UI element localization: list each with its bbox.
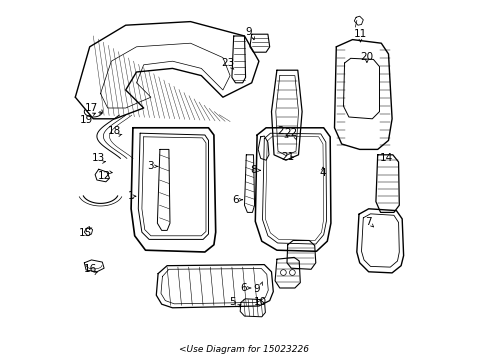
Text: 20: 20: [360, 52, 373, 62]
Text: 3: 3: [147, 161, 154, 171]
Text: 17: 17: [85, 103, 98, 113]
Text: 10: 10: [254, 297, 267, 307]
Text: 8: 8: [249, 165, 256, 175]
Text: 2: 2: [277, 126, 283, 136]
Text: 12: 12: [97, 171, 110, 181]
Text: 9: 9: [245, 27, 252, 37]
Text: 13: 13: [91, 153, 104, 163]
Text: 1: 1: [127, 191, 134, 201]
Text: 6: 6: [240, 283, 246, 293]
Text: 22: 22: [284, 128, 297, 138]
Text: 7: 7: [365, 217, 371, 227]
Text: 11: 11: [353, 29, 366, 39]
Text: 14: 14: [379, 153, 392, 163]
Text: 5: 5: [229, 297, 235, 307]
Text: 18: 18: [108, 126, 122, 136]
Text: 23: 23: [221, 58, 234, 68]
Text: 4: 4: [319, 168, 325, 178]
Text: 6: 6: [232, 195, 238, 205]
Text: 16: 16: [83, 264, 97, 274]
Text: 19: 19: [80, 114, 93, 125]
Text: <Use Diagram for 15023226: <Use Diagram for 15023226: [179, 345, 309, 354]
Text: 21: 21: [281, 152, 294, 162]
Text: 15: 15: [79, 228, 92, 238]
Text: 9: 9: [253, 284, 260, 294]
